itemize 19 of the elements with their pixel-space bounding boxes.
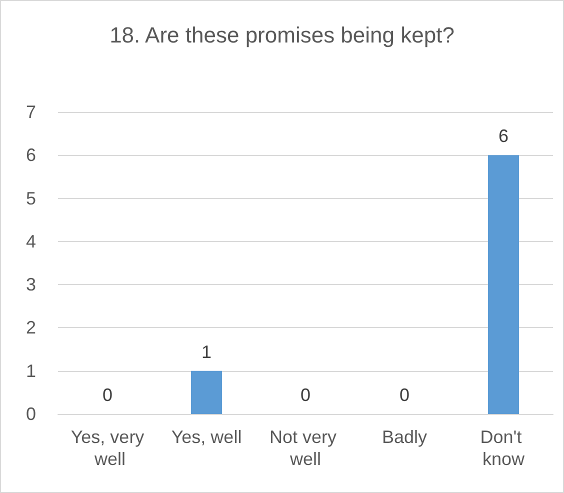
y-tick-label: 5 <box>26 188 36 208</box>
chart-title: 18. Are these promises being kept? <box>110 22 454 48</box>
y-tick-label: 4 <box>26 231 36 252</box>
y-tick-label: 2 <box>26 318 36 338</box>
y-tick-label: 6 <box>26 145 36 166</box>
data-label: 0 <box>399 385 410 405</box>
x-tick-label: Yes, well <box>171 427 242 447</box>
x-tick-label: Yes, very well <box>70 427 144 469</box>
y-tick-label: 1 <box>26 360 36 381</box>
data-label: 1 <box>201 342 212 362</box>
y-tick-label: 3 <box>26 274 36 295</box>
data-label: 0 <box>102 385 113 405</box>
y-tick-label: 0 <box>26 404 36 424</box>
x-tick-label: Badly <box>382 427 428 447</box>
x-tick-label: Not very well <box>269 427 342 469</box>
y-tick-label: 7 <box>26 102 36 122</box>
x-tick-label: Don't know <box>480 427 527 469</box>
data-label: 0 <box>300 385 311 405</box>
data-label: 6 <box>498 126 509 146</box>
